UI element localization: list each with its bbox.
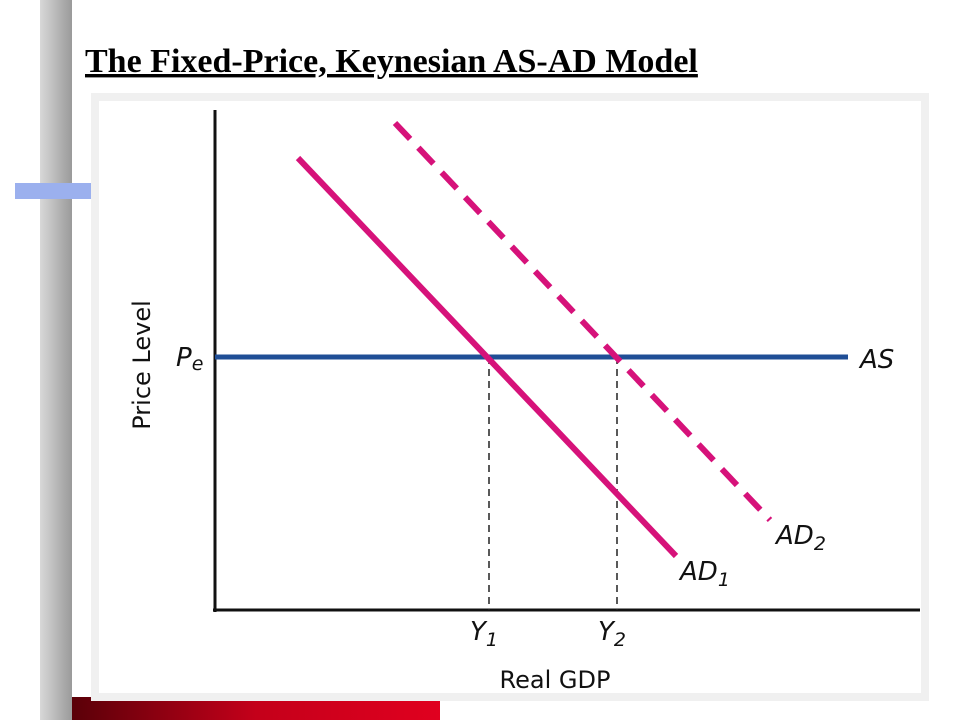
ad2-curve	[392, 120, 773, 523]
ad2-main: AD	[774, 521, 814, 551]
side-bar	[40, 0, 72, 720]
y2-label: Y2	[598, 617, 626, 651]
price-label: Pe	[176, 343, 203, 375]
diagram-frame	[91, 93, 929, 701]
y1-main: Y	[470, 617, 488, 647]
ad1-curve	[295, 155, 679, 559]
ad1-label: AD1	[678, 557, 730, 591]
ad1-main: AD	[678, 557, 718, 587]
price-main: P	[176, 343, 192, 373]
as-label: AS	[858, 345, 894, 375]
y-axis-label: Price Level	[128, 300, 156, 430]
ad2-sub: 2	[814, 533, 826, 555]
accent-bar	[15, 183, 95, 199]
ad2-label: AD2	[774, 521, 826, 555]
ad1-sub: 1	[718, 569, 730, 591]
y1-sub: 1	[486, 629, 498, 651]
y2-sub: 2	[614, 629, 626, 651]
bottom-bar	[72, 697, 440, 720]
x-axis-label: Real GDP	[500, 666, 611, 694]
y1-label: Y1	[470, 617, 498, 651]
price-sub: e	[192, 353, 204, 375]
y2-main: Y	[598, 617, 616, 647]
slide-title: The Fixed-Price, Keynesian AS-AD Model	[85, 43, 698, 80]
